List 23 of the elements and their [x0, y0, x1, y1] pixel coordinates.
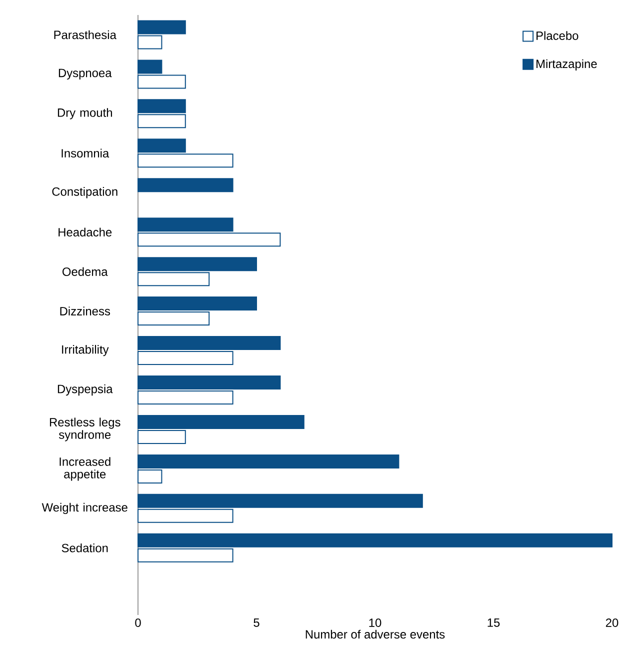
y-tick-label: Sedation — [62, 544, 108, 552]
y-tick-label: Oedema — [62, 267, 108, 276]
x-axis-title: Number of adverse events — [306, 630, 445, 639]
y-tick-label: Dizziness — [60, 306, 110, 316]
y-tick-label: Restless legs syndrome — [50, 418, 120, 442]
y-tick-label: Constipation — [52, 187, 118, 198]
bar — [138, 178, 234, 192]
y-tick-label: Dyspepsia — [58, 384, 113, 396]
x-tick-label: 10 — [369, 618, 382, 627]
y-tick-label: Weight increase — [42, 502, 128, 514]
y-tick-label: Dyspnoea — [58, 68, 112, 80]
x-tick-label: 15 — [488, 618, 500, 627]
x-tick-label: 0 — [135, 618, 141, 627]
y-tick-label: Increased appetite — [60, 457, 110, 481]
legend-label: Placebo — [536, 31, 578, 40]
x-tick-label: 20 — [606, 618, 618, 627]
x-tick-label: 5 — [254, 618, 260, 627]
y-tick-label: Insomnia — [62, 148, 110, 158]
y-tick-label: Parasthesia — [54, 30, 116, 40]
legend-label: Mirtazapine — [536, 59, 597, 70]
y-tick-label: Irritability — [62, 344, 109, 356]
y-tick-label: Headache — [58, 228, 112, 236]
y-tick-label: Dry mouth — [58, 108, 112, 120]
